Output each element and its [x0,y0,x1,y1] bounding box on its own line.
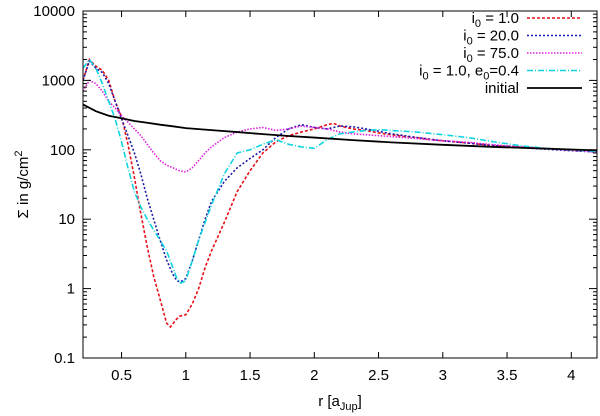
legend: i0 = 1.0i0 = 20.0i0 = 75.0i0 = 1.0, e0=0… [419,10,582,97]
y-tick-label: 10 [58,211,75,228]
x-tick-label: 2 [310,367,318,384]
y-axis: 0.1 1 10 100 1000 10000 [33,3,597,367]
x-axis: 0.5 1 1.5 2 2.5 3 3.5 4 [111,11,575,384]
x-tick-label: 1.5 [240,367,261,384]
y-axis-label: Σ in g/cm2 [13,151,32,219]
x-tick-label: 0.5 [111,367,132,384]
legend-label-3: i0 = 1.0, e0=0.4 [419,63,519,83]
y-tick-label: 10000 [33,3,75,20]
y-tick-label: 100 [50,142,75,159]
series-line-0 [83,57,597,329]
y-tick-label: 1000 [42,72,75,89]
y-tick-label: 1 [67,281,75,298]
series-line-3 [83,58,597,285]
y-tick-label: 0.1 [54,350,75,367]
series-layer [83,57,597,329]
legend-label-2: i0 = 75.0 [463,45,519,65]
x-tick-label: 1 [182,367,190,384]
x-tick-label: 3 [439,367,447,384]
x-tick-label: 4 [567,367,575,384]
legend-label-0: i0 = 1.0 [472,10,519,30]
series-line-2 [83,79,597,173]
plot-frame [82,10,598,359]
series-line-1 [83,59,597,283]
legend-label-4: initial [485,80,519,97]
series-line-4 [83,103,597,152]
x-tick-label: 3.5 [497,367,518,384]
legend-label-1: i0 = 20.0 [463,28,519,48]
x-tick-label: 2.5 [368,367,389,384]
x-axis-label: r [aJup] [318,393,362,413]
